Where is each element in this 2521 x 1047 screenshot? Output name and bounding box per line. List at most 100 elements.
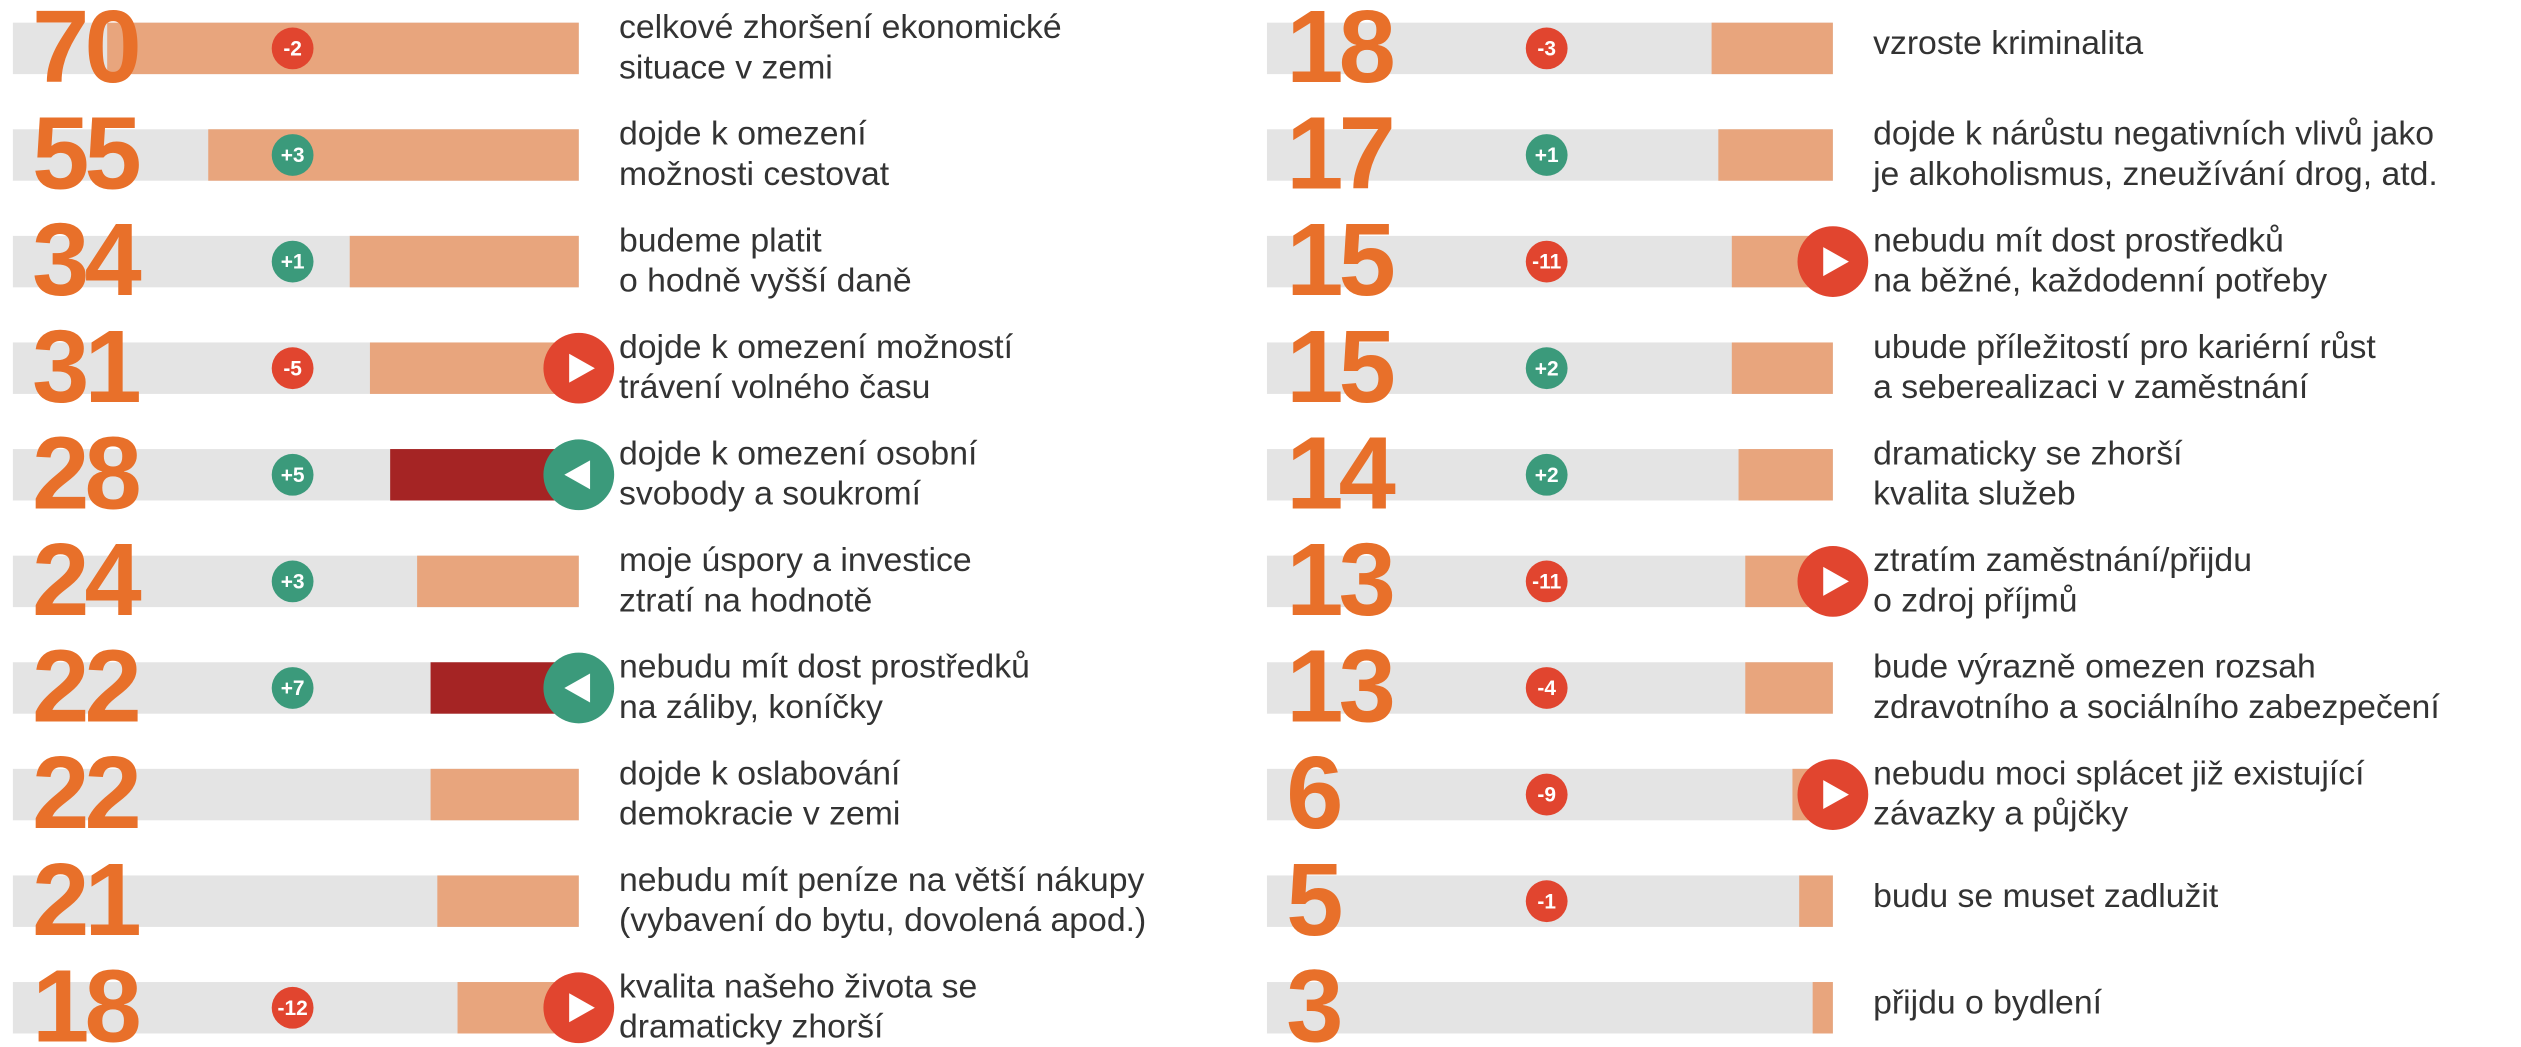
value-label: 14 bbox=[1286, 415, 1395, 530]
category-line: ubude příležitostí pro kariérní růst bbox=[1873, 328, 2376, 366]
category-label: nebudu mít dost prostředků na běžné, každ… bbox=[1873, 221, 2327, 299]
category-line: a seberealizaci v zaměstnání bbox=[1873, 368, 2309, 406]
change-label: -3 bbox=[1537, 38, 1556, 61]
trend-arrow bbox=[569, 353, 595, 383]
category-line: nebudu moci splácet již existující bbox=[1873, 754, 2365, 792]
category-line: dojde k omezení bbox=[619, 115, 867, 153]
category-line: možnosti cestovat bbox=[619, 155, 890, 193]
change-badge bbox=[271, 667, 314, 709]
category-line: závazky a půjčky bbox=[1873, 794, 2128, 832]
value-label: 34 bbox=[32, 202, 141, 317]
value-label: 22 bbox=[32, 629, 138, 744]
category-label: dramaticky se zhorší kvalita služeb bbox=[1873, 434, 2183, 512]
change-badge bbox=[1525, 347, 1568, 390]
change-badge bbox=[1525, 453, 1568, 496]
category-label: budeme platit o hodně vyšší daně bbox=[619, 221, 912, 299]
trend-arrow bbox=[564, 673, 591, 703]
change-badge bbox=[1525, 773, 1568, 816]
category-line: je alkoholismus, zneužívání drog, atd. bbox=[1872, 155, 2438, 193]
value-label: 18 bbox=[32, 948, 139, 1047]
category-line: zdravotního a sociálního zabezpečení bbox=[1873, 688, 2440, 726]
change-badge bbox=[1525, 880, 1568, 923]
bar bbox=[417, 555, 579, 608]
category-line: na záliby, koníčky bbox=[619, 688, 883, 726]
category-line: o hodně vyšší daně bbox=[619, 261, 912, 299]
category-line: nebudu mít peníze na větší nákupy bbox=[619, 861, 1144, 899]
change-badge bbox=[271, 560, 314, 603]
category-label: nebudu mít peníze na větší nákupy (vybave… bbox=[619, 861, 1146, 939]
category-line: situace v zemi bbox=[619, 48, 833, 86]
change-badge bbox=[271, 986, 314, 1029]
category-label: přijdu o bydlení bbox=[1873, 983, 2103, 1021]
change-label: +2 bbox=[1535, 357, 1559, 380]
change-badge bbox=[1525, 667, 1568, 709]
category-line: vzroste kriminalita bbox=[1873, 24, 2143, 62]
bar bbox=[1718, 129, 1833, 181]
trend-arrow bbox=[564, 460, 591, 490]
category-label: ubude příležitostí pro kariérní růst a se… bbox=[1873, 328, 2376, 406]
change-label: +2 bbox=[1535, 464, 1559, 487]
category-line: nebudu mít dost prostředků bbox=[1873, 221, 2284, 259]
category-line: bude výrazně omezen rozsah bbox=[1873, 648, 2316, 686]
change-label: +5 bbox=[281, 464, 305, 487]
category-label: dojde k omezení možností trávení volného … bbox=[619, 328, 1014, 406]
category-label: moje úspory a investice ztratí na hodnotě bbox=[619, 541, 972, 619]
category-label: kvalita našeho života se dramaticky zhorš… bbox=[619, 967, 977, 1045]
change-label: -2 bbox=[283, 38, 302, 61]
change-label: -1 bbox=[1537, 890, 1556, 913]
category-line: na běžné, každodenní potřeby bbox=[1873, 261, 2327, 299]
category-line: dramaticky se zhorší bbox=[1873, 434, 2183, 472]
change-badge bbox=[271, 27, 314, 70]
change-label: +3 bbox=[281, 144, 305, 167]
category-label: dojde k omezení osobní svobody a soukromí bbox=[619, 434, 978, 512]
trend-arrow bbox=[1823, 247, 1849, 277]
value-label: 17 bbox=[1286, 96, 1391, 211]
change-badge bbox=[271, 134, 314, 176]
value-label: 6 bbox=[1286, 735, 1340, 850]
category-line: kvalita služeb bbox=[1873, 475, 2076, 513]
value-label: 13 bbox=[1286, 629, 1392, 744]
value-label: 22 bbox=[32, 735, 138, 850]
value-label: 24 bbox=[32, 522, 141, 637]
category-line: dojde k nárůstu negativních vlivů jako bbox=[1873, 115, 2434, 153]
trend-arrow bbox=[569, 993, 595, 1023]
change-label: -5 bbox=[283, 357, 302, 380]
category-label: celkové zhoršení ekonomické situace v zem… bbox=[619, 8, 1062, 86]
value-label: 55 bbox=[32, 96, 139, 211]
change-label: -11 bbox=[1532, 251, 1561, 274]
category-label: nebudu moci splácet již existující závazk… bbox=[1873, 754, 2365, 832]
category-label: bude výrazně omezen rozsah zdravotního a … bbox=[1873, 648, 2440, 726]
category-label: dojde k nárůstu negativních vlivů jako je… bbox=[1872, 115, 2438, 193]
change-label: +3 bbox=[281, 571, 305, 594]
bar bbox=[208, 129, 579, 181]
category-label: nebudu mít dost prostředků na záliby, kon… bbox=[619, 648, 1030, 726]
category-line: demokracie v zemi bbox=[619, 794, 900, 832]
bar bbox=[1731, 342, 1833, 394]
category-line: (vybavení do bytu, dovolená apod.) bbox=[619, 901, 1146, 939]
category-line: moje úspory a investice bbox=[619, 541, 972, 579]
category-line: dojde k oslabování bbox=[619, 754, 901, 792]
value-label: 31 bbox=[32, 309, 139, 424]
category-label: budu se muset zadlužit bbox=[1873, 877, 2219, 915]
bar bbox=[1799, 875, 1833, 927]
category-line: dojde k omezení osobní bbox=[619, 434, 978, 472]
change-label: -12 bbox=[278, 997, 308, 1020]
change-label: +1 bbox=[281, 251, 305, 274]
category-line: ztratím zaměstnání/přijdu bbox=[1873, 541, 2252, 579]
bar bbox=[107, 22, 579, 75]
value-label: 13 bbox=[1286, 522, 1392, 637]
trend-arrow bbox=[1823, 566, 1849, 596]
category-line: o zdroj příjmů bbox=[1873, 581, 2077, 619]
category-label: vzroste kriminalita bbox=[1873, 24, 2143, 62]
change-badge bbox=[271, 453, 314, 496]
category-label: dojde k omezení možnosti cestovat bbox=[619, 115, 890, 193]
value-label: 70 bbox=[32, 0, 137, 104]
value-label: 15 bbox=[1286, 202, 1393, 317]
bar-track bbox=[1266, 982, 1833, 1034]
category-line: nebudu mít dost prostředků bbox=[619, 648, 1030, 686]
category-line: trávení volného času bbox=[619, 368, 930, 406]
change-badge bbox=[271, 240, 314, 283]
change-label: -9 bbox=[1537, 784, 1556, 807]
category-line: celkové zhoršení ekonomické bbox=[619, 8, 1062, 46]
